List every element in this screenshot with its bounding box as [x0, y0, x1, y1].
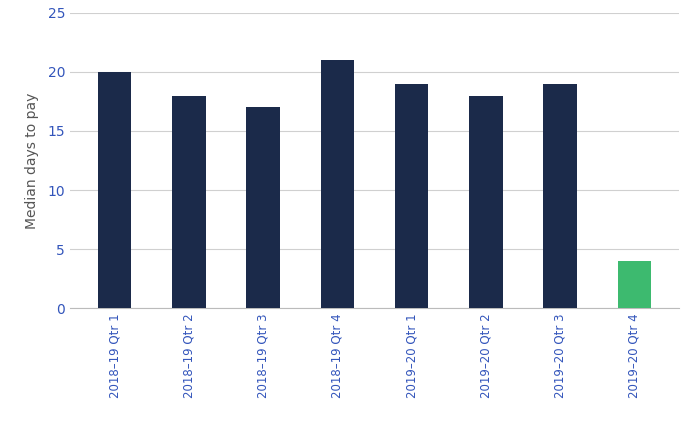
Bar [395, 84, 428, 308]
Bar [469, 95, 503, 308]
Bar [321, 60, 354, 308]
Bar [98, 72, 132, 308]
Bar [543, 84, 577, 308]
Bar [246, 107, 280, 308]
Bar [617, 261, 651, 308]
Bar [172, 95, 206, 308]
Y-axis label: Median days to pay: Median days to pay [25, 92, 39, 229]
